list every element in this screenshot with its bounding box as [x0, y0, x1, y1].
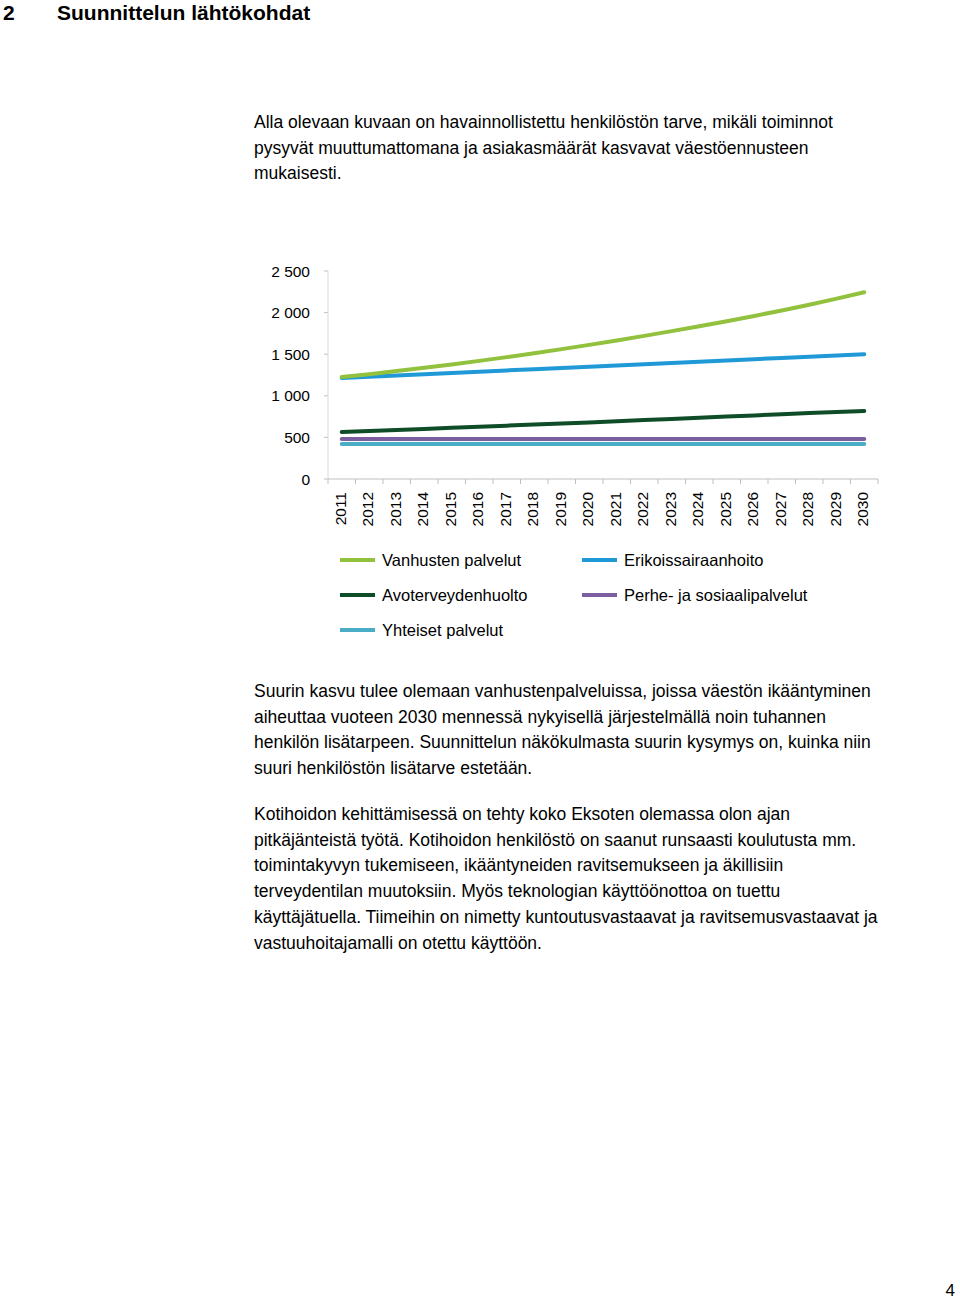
- intro-line: mukaisesti.: [254, 163, 342, 183]
- legend-label: Erikoissairaanhoito: [624, 551, 763, 569]
- y-tick-label: 0: [301, 471, 310, 488]
- legend-swatch: [582, 558, 617, 562]
- intro-line: Alla olevaan kuvaan on havainnollistettu…: [254, 112, 833, 132]
- paragraph-line: suuri henkilöstön lisätarve estetään.: [254, 758, 532, 778]
- heading-title: Suunnittelun lähtökohdat: [57, 1, 310, 24]
- series-line: [342, 354, 865, 378]
- paragraph-line: terveydentilan muutoksiin. Myös teknolog…: [254, 881, 780, 901]
- paragraph-line: käyttäjätuella. Tiimeihin on nimetty kun…: [254, 907, 878, 927]
- x-tick: [575, 479, 576, 484]
- x-tick: [520, 479, 521, 484]
- x-tick: [465, 479, 466, 484]
- page: 2 Suunnittelun lähtökohdat Alla olevaan ku…: [0, 0, 960, 1301]
- y-axis: [328, 271, 329, 479]
- x-tick: [713, 479, 714, 484]
- legend-label: Avoterveydenhuolto: [382, 586, 528, 604]
- page-number: 4: [946, 1281, 955, 1300]
- x-tick: [493, 479, 494, 484]
- x-tick: [768, 479, 769, 484]
- y-tick-label: 1 000: [271, 387, 310, 404]
- x-tick-label: 2016: [469, 492, 486, 526]
- paragraph-line: toimintakyvyn tukemiseen, ikääntyneiden …: [254, 855, 783, 875]
- y-tick: [324, 312, 328, 313]
- x-tick: [328, 479, 329, 484]
- x-tick-label: 2025: [717, 492, 734, 526]
- x-tick-label: 2028: [799, 492, 816, 526]
- x-tick-label: 2023: [662, 492, 679, 526]
- x-tick-label: 2021: [607, 492, 624, 526]
- legend-label: Yhteiset palvelut: [382, 621, 503, 639]
- y-tick-label: 500: [284, 429, 310, 446]
- legend: Vanhusten palvelut Erikoissairaanhoito Avo…: [340, 551, 808, 639]
- paragraph-line: henkilön lisätarpeen. Suunnittelun näkök…: [254, 732, 871, 752]
- x-tick-label: 2017: [497, 492, 514, 526]
- x-tick: [740, 479, 741, 484]
- x-tick: [410, 479, 411, 484]
- y-tick: [324, 395, 328, 396]
- x-tick: [355, 479, 356, 484]
- y-tick-label: 2 000: [271, 304, 310, 321]
- series-group: [342, 292, 865, 444]
- paragraph-line: pitkäjänteistä työtä. Kotihoidon henkilö…: [254, 830, 856, 850]
- series-line: [342, 292, 865, 377]
- x-tick: [438, 479, 439, 484]
- x-tick: [878, 479, 879, 484]
- x-tick: [630, 479, 631, 484]
- x-tick-label: 2030: [854, 492, 871, 527]
- x-tick-label: 2014: [414, 492, 431, 527]
- series-line: [342, 442, 865, 446]
- x-tick-label: 2024: [689, 492, 706, 527]
- x-tick: [548, 479, 549, 484]
- legend-swatch: [340, 628, 375, 632]
- x-tick-label: 2012: [359, 492, 376, 526]
- x-tick: [850, 479, 851, 484]
- paragraph-line: vastuuhoitajamalli on otettu käyttöön.: [254, 933, 542, 953]
- chart: 0 500 1 000 1 500 2 000 2 500 2011 2012 2013 2014…: [271, 263, 878, 527]
- legend-swatch: [340, 558, 375, 562]
- y-tick: [324, 479, 328, 480]
- x-tick: [795, 479, 796, 484]
- x-tick-label: 2019: [552, 492, 569, 526]
- x-tick: [658, 479, 659, 484]
- heading-number: 2: [3, 1, 15, 24]
- legend-label: Vanhusten palvelut: [382, 551, 522, 569]
- x-tick-label: 2029: [827, 492, 844, 526]
- x-tick-label: 2018: [524, 492, 541, 526]
- legend-swatch: [340, 593, 375, 597]
- y-tick: [324, 271, 328, 272]
- x-tick: [685, 479, 686, 484]
- x-tick: [603, 479, 604, 484]
- series-line: [342, 411, 865, 432]
- y-tick-label: 2 500: [271, 263, 310, 280]
- paragraph-line: Suurin kasvu tulee olemaan vanhustenpalv…: [254, 681, 871, 701]
- x-tick-label: 2011: [332, 492, 349, 525]
- series-line: [342, 437, 865, 441]
- x-tick-label: 2027: [772, 492, 789, 526]
- x-tick-label: 2020: [579, 492, 596, 527]
- x-tick-label: 2022: [634, 492, 651, 526]
- legend-label: Perhe- ja sosiaalipalvelut: [624, 586, 808, 604]
- x-tick-label: 2013: [387, 492, 404, 526]
- legend-swatch: [582, 593, 617, 597]
- paragraph-line: Kotihoidon kehittämisessä on tehty koko …: [254, 804, 790, 824]
- x-tick-label: 2026: [744, 492, 761, 526]
- x-tick: [823, 479, 824, 484]
- y-tick: [324, 437, 328, 438]
- x-tick-label: 2015: [442, 492, 459, 526]
- intro-line: pysyvät muuttumattomana ja asiakasmäärät…: [254, 138, 808, 158]
- y-tick-label: 1 500: [271, 346, 310, 363]
- x-tick: [383, 479, 384, 484]
- y-tick: [324, 354, 328, 355]
- paragraph-line: aiheuttaa vuoteen 2030 mennessä nykyisel…: [254, 707, 826, 727]
